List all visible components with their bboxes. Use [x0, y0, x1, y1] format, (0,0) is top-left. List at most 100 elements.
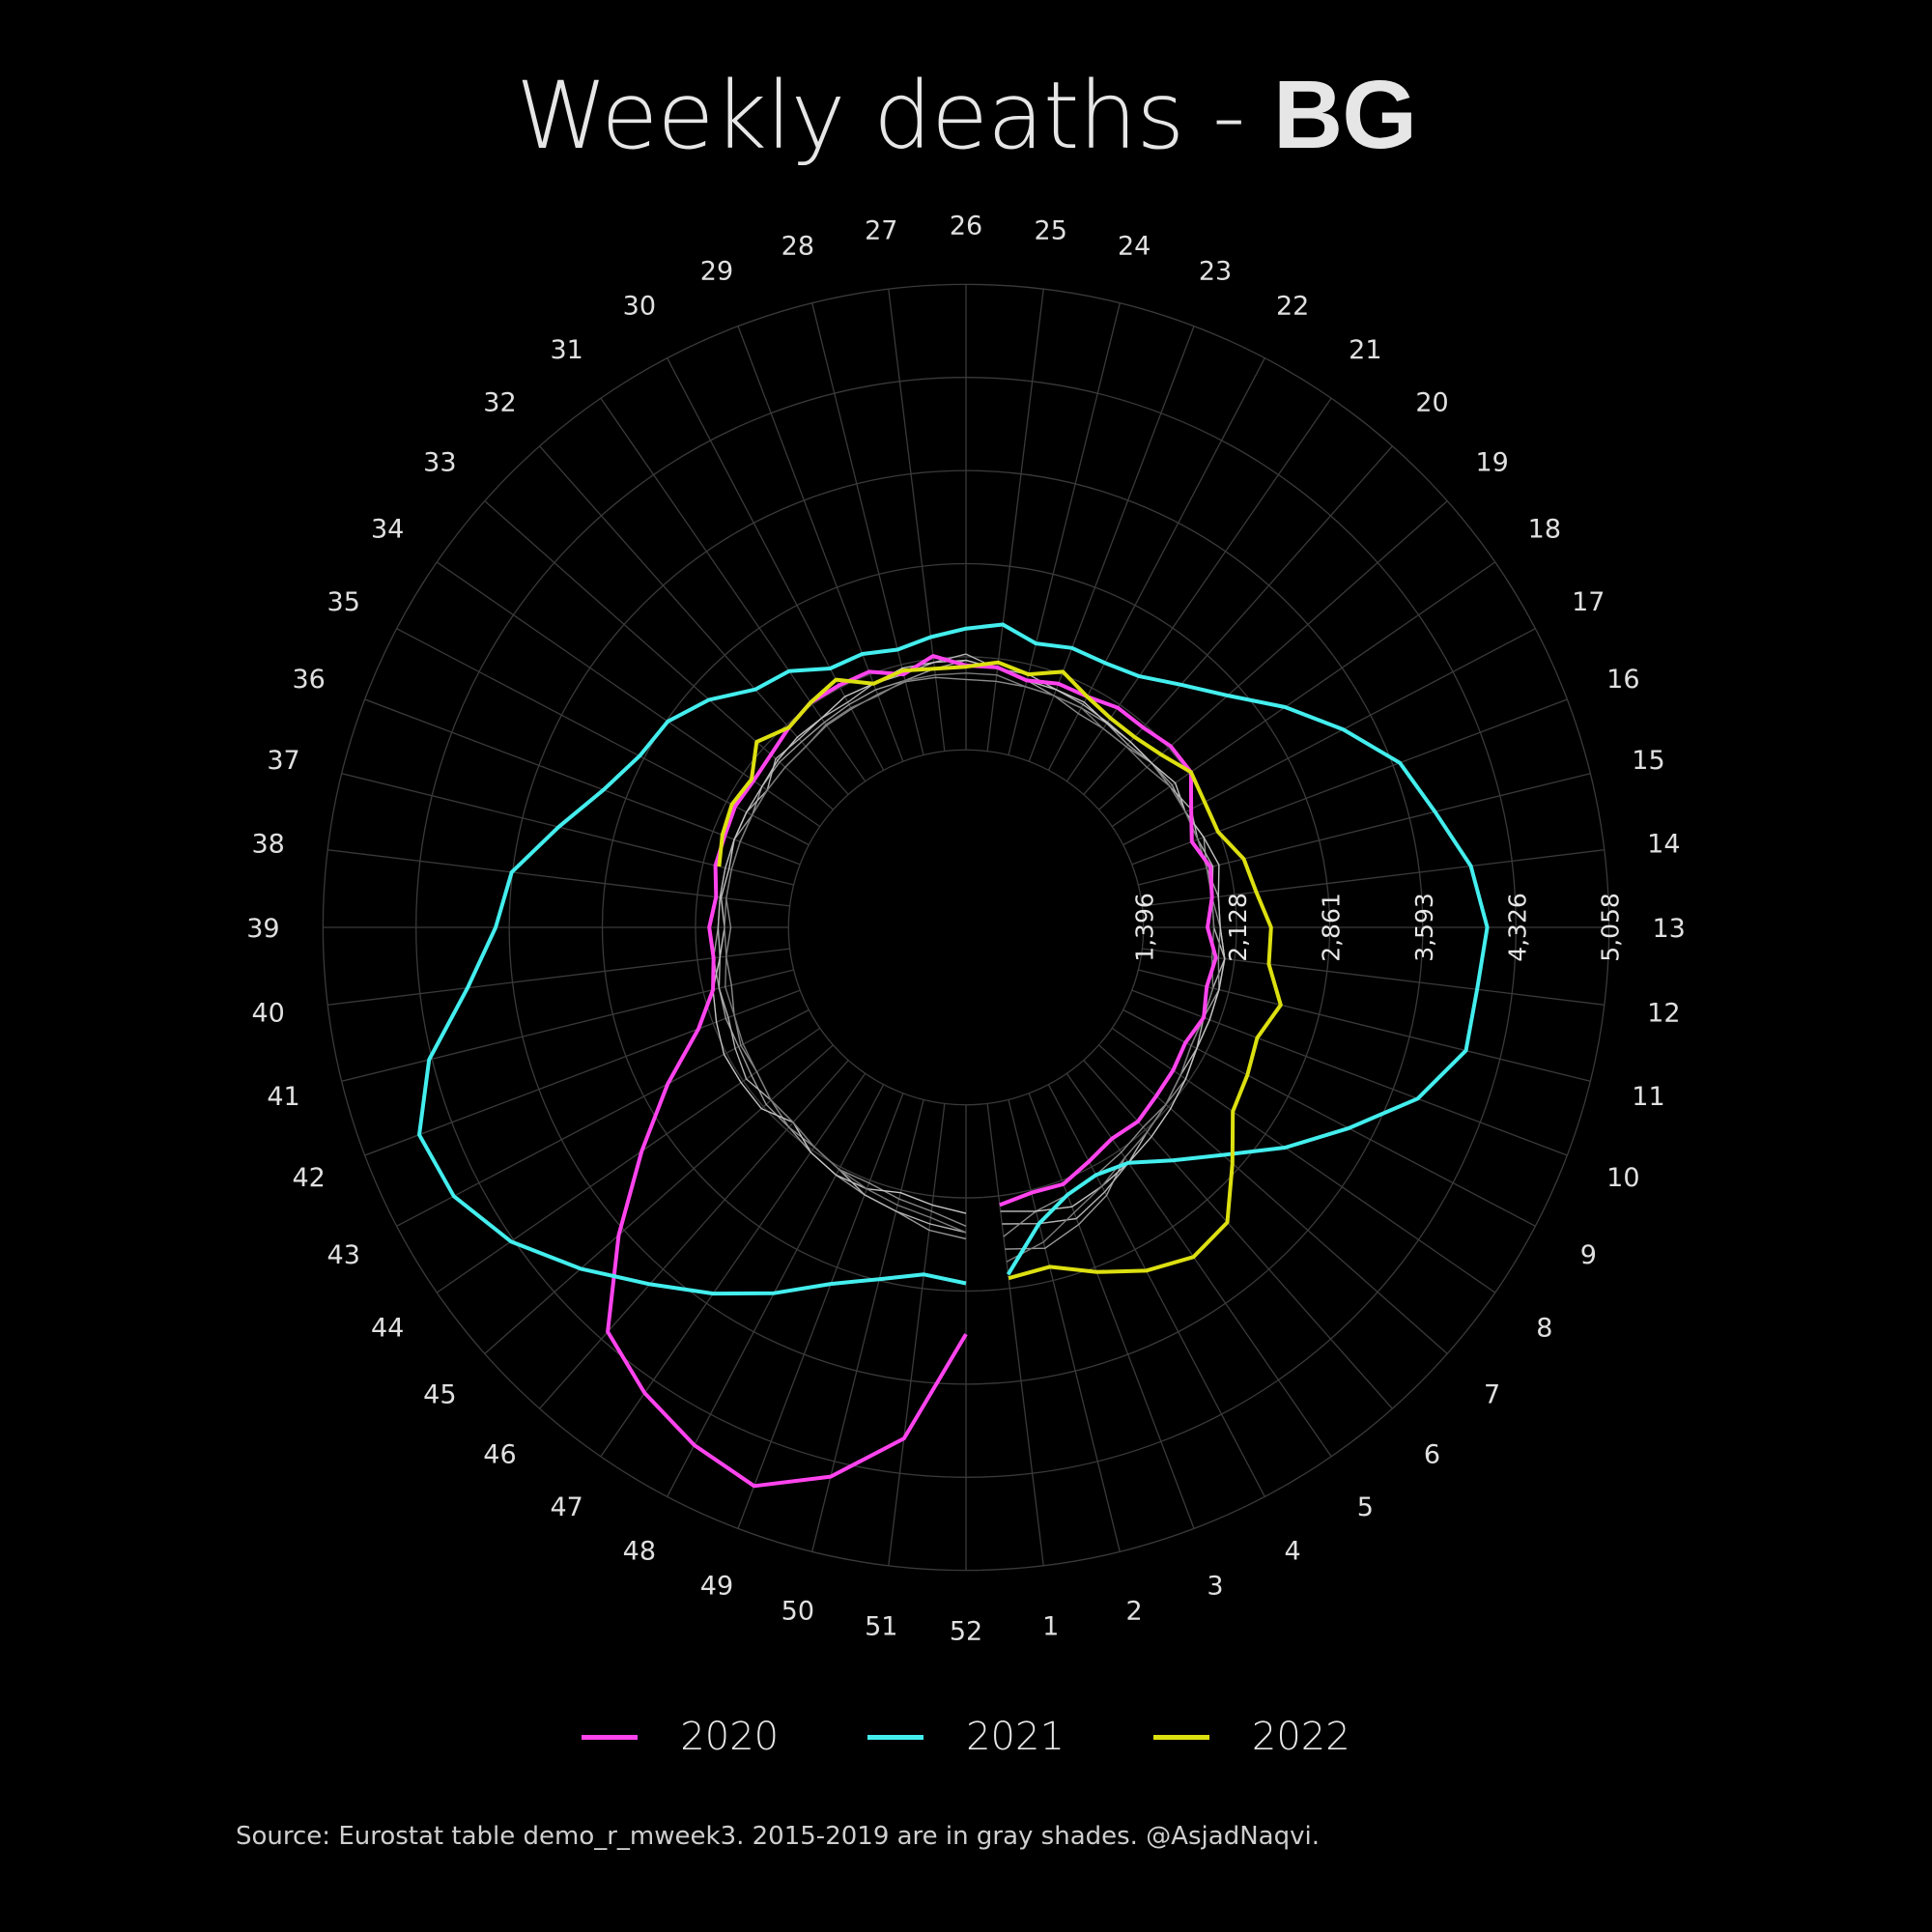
radial-tick-labels: 1,396 2,128 2,861 3,593 4,326 5,058	[1131, 893, 1625, 962]
week-label-46: 46	[483, 1440, 516, 1470]
week-label-7: 7	[1484, 1380, 1500, 1410]
series-line-2020	[606, 654, 1218, 1489]
spoke-15	[1138, 773, 1591, 886]
spoke-33	[484, 500, 834, 810]
week-label-36: 36	[292, 665, 325, 695]
spoke-41	[341, 969, 794, 1082]
week-label-47: 47	[550, 1492, 582, 1522]
radial-tick-label-4: 4,326	[1503, 893, 1531, 962]
legend-label: 2021	[966, 1715, 1065, 1759]
grid-circle-0	[787, 749, 1145, 1106]
spoke-5	[1065, 1072, 1332, 1458]
legend-item-2020: 2020	[582, 1715, 779, 1759]
spoke-22	[1047, 357, 1265, 771]
spoke-11	[1138, 969, 1591, 1082]
title-country: BG	[1273, 61, 1417, 169]
chart-title: Weekly deaths - BG	[0, 60, 1932, 171]
week-label-31: 31	[550, 335, 582, 365]
spoke-4	[1047, 1084, 1265, 1497]
week-labels: 1234567891011121314151617181920212223242…	[246, 211, 1686, 1646]
week-label-14: 14	[1647, 829, 1680, 859]
spoke-10	[1131, 989, 1568, 1156]
week-label-49: 49	[700, 1571, 733, 1601]
spoke-30	[667, 357, 885, 771]
spoke-34	[436, 561, 821, 828]
spoke-25	[986, 289, 1044, 752]
week-label-3: 3	[1207, 1571, 1223, 1601]
week-label-37: 37	[267, 746, 299, 776]
series-line-baseline-4	[717, 653, 1226, 1234]
radial-tick-label-1: 2,128	[1224, 893, 1252, 962]
radial-tick-label-2: 2,861	[1318, 893, 1346, 962]
week-label-29: 29	[700, 257, 733, 287]
radial-tick-label-3: 3,593	[1410, 893, 1438, 962]
week-label-50: 50	[781, 1596, 814, 1626]
spoke-46	[539, 1060, 849, 1409]
week-label-2: 2	[1126, 1596, 1143, 1626]
week-label-35: 35	[327, 587, 360, 617]
week-label-22: 22	[1276, 292, 1309, 322]
spoke-32	[539, 445, 849, 795]
series-line-2022	[717, 660, 1283, 1281]
week-label-30: 30	[623, 292, 656, 322]
legend-swatch	[867, 1734, 924, 1740]
legend-item-2021: 2021	[867, 1715, 1065, 1759]
spoke-16	[1131, 698, 1568, 866]
week-label-27: 27	[865, 216, 897, 246]
spoke-42	[364, 989, 801, 1156]
legend-item-2022: 2022	[1152, 1715, 1350, 1759]
spoke-48	[667, 1084, 885, 1497]
week-label-42: 42	[292, 1163, 325, 1193]
week-label-16: 16	[1606, 665, 1639, 695]
legend-label: 2020	[680, 1715, 780, 1759]
title-prefix: Weekly deaths -	[515, 62, 1273, 170]
week-label-28: 28	[781, 232, 814, 262]
week-label-1: 1	[1042, 1611, 1059, 1641]
week-label-33: 33	[423, 447, 456, 477]
spoke-43	[396, 1009, 810, 1227]
week-label-15: 15	[1632, 746, 1664, 776]
spoke-38	[327, 849, 790, 907]
week-label-39: 39	[246, 914, 279, 944]
week-label-6: 6	[1424, 1440, 1440, 1470]
spoke-3	[1028, 1093, 1195, 1529]
spoke-2	[1008, 1099, 1121, 1552]
spoke-50	[811, 1099, 924, 1552]
week-label-45: 45	[423, 1380, 456, 1410]
week-label-24: 24	[1118, 232, 1151, 262]
week-label-12: 12	[1647, 999, 1680, 1029]
radial-tick-label-5: 5,058	[1597, 893, 1625, 962]
series-line-2021	[417, 622, 1490, 1296]
legend-swatch	[582, 1734, 639, 1740]
radial-tick-label-0: 1,396	[1131, 893, 1159, 962]
chart-grid	[322, 283, 1610, 1572]
spoke-18	[1111, 561, 1496, 828]
source-note: Source: Eurostat table demo_r_mweek3. 20…	[236, 1822, 1320, 1851]
week-label-38: 38	[251, 829, 284, 859]
legend-label: 2022	[1251, 1715, 1350, 1759]
week-label-18: 18	[1528, 515, 1561, 545]
spoke-8	[1111, 1027, 1496, 1293]
week-label-21: 21	[1349, 335, 1381, 365]
spoke-31	[600, 397, 867, 782]
spoke-6	[1083, 1060, 1393, 1409]
spoke-45	[484, 1044, 834, 1354]
spoke-28	[811, 302, 924, 755]
week-label-52: 52	[950, 1617, 982, 1647]
spoke-9	[1122, 1009, 1536, 1227]
spoke-12	[1142, 948, 1605, 1006]
week-label-32: 32	[483, 387, 516, 417]
series-line-baseline-7	[724, 672, 1215, 1263]
week-label-8: 8	[1536, 1313, 1552, 1343]
spoke-29	[737, 326, 904, 762]
spoke-49	[737, 1093, 904, 1529]
spoke-19	[1098, 500, 1448, 810]
week-label-23: 23	[1199, 257, 1232, 287]
week-label-41: 41	[267, 1082, 299, 1112]
spoke-51	[888, 1103, 946, 1566]
week-label-51: 51	[865, 1611, 897, 1641]
week-label-11: 11	[1632, 1082, 1664, 1112]
week-label-25: 25	[1035, 216, 1067, 246]
week-label-9: 9	[1580, 1240, 1597, 1270]
